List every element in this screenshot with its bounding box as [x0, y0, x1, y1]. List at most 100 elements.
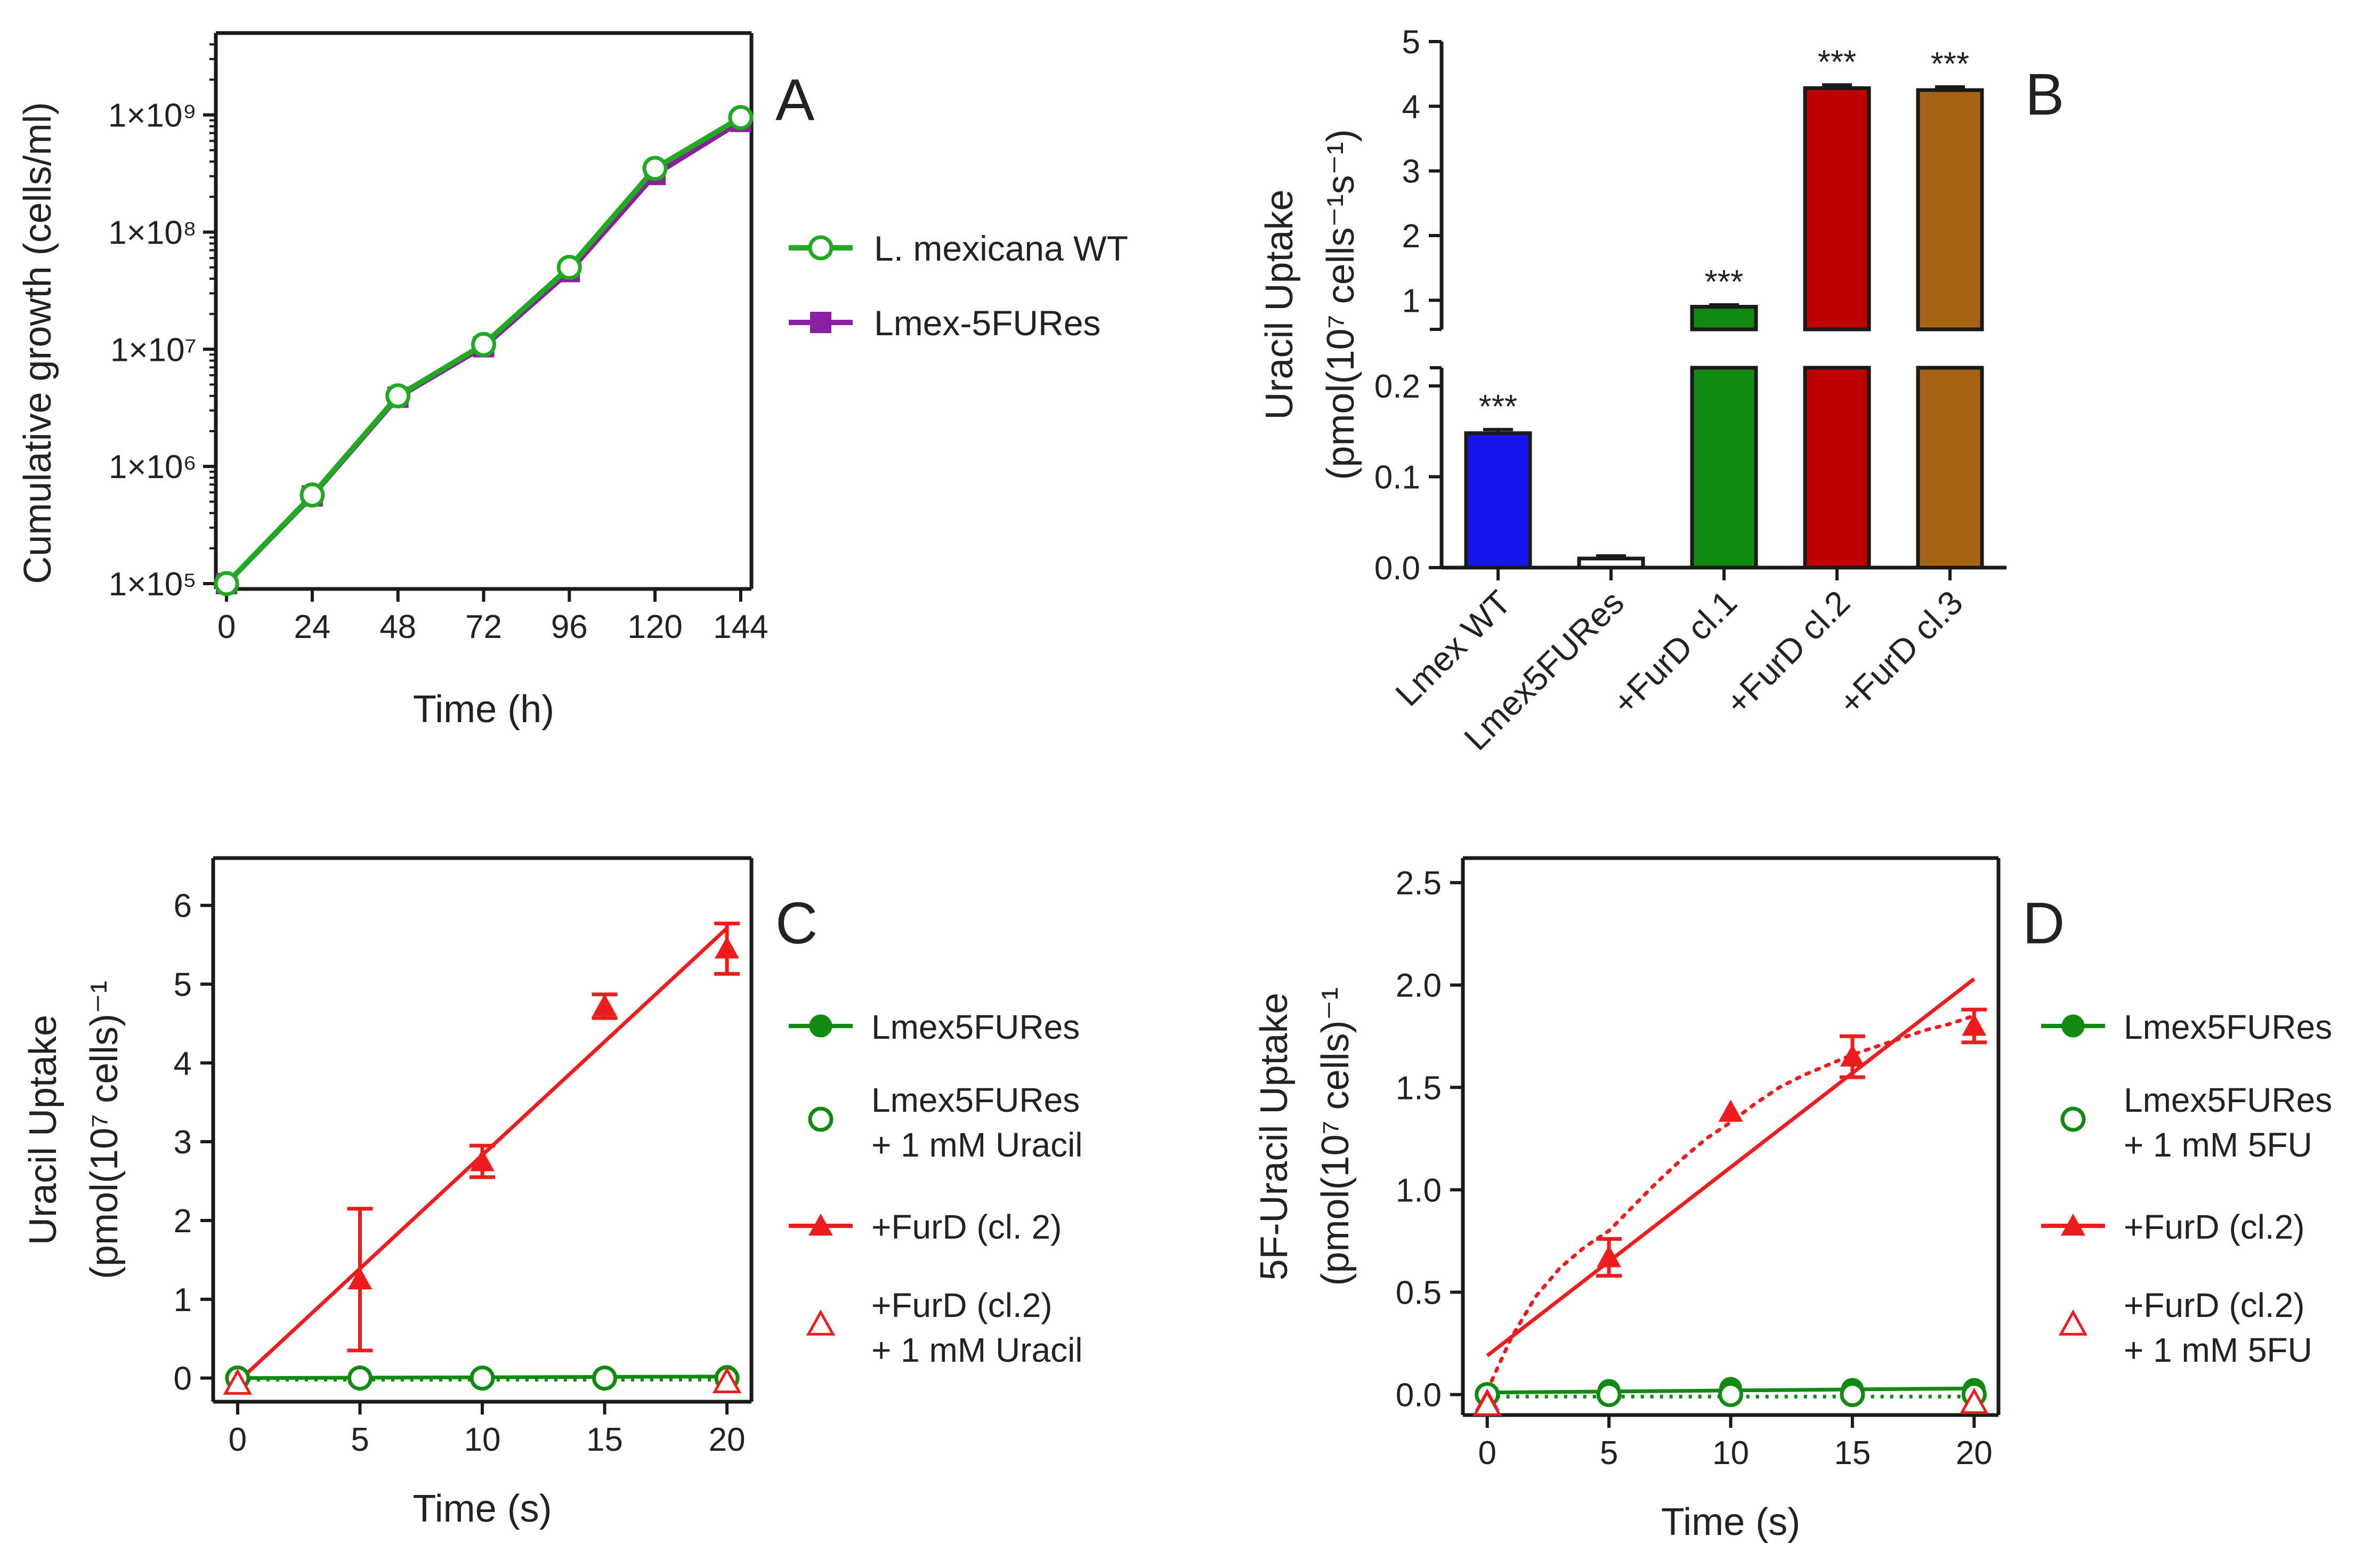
panel-b-category-label: +FurD cl.2: [1718, 583, 1857, 722]
panel-d-curve-fit: [1485, 1014, 1976, 1393]
panel-b-bar-upper: [1690, 305, 1758, 332]
panel-b-significance: ***: [1705, 264, 1743, 301]
panel-c-legend-marker: [806, 1309, 836, 1336]
panel-a-legend-marker: [808, 235, 834, 261]
panel-c-letter: C: [775, 891, 818, 956]
panel-d-data-point: [1472, 1389, 1502, 1416]
panel-d-legend-marker: [2061, 1214, 2085, 1236]
panel-d-data-point: [1597, 1245, 1622, 1267]
panel-c-y-tick-label: 4: [174, 1045, 192, 1082]
panel-d-data-point: [1962, 1014, 1987, 1036]
panel-a-growth-chart: 1×10⁵ 1×10⁶ 1×10⁷ 1×10⁸ 1×10⁹ 0 24 48 72 96 120 144…: [17, 31, 1128, 731]
panel-b-y-tick-label: 0.1: [1374, 459, 1420, 496]
panel-c-x-axis-label: Time (s): [412, 1488, 552, 1530]
panel-d-legend-label: +FurD (cl.2): [2124, 1208, 2305, 1246]
panel-d-x-tick-label: 10: [1712, 1435, 1749, 1472]
panel-d-legend-marker: [2058, 1309, 2088, 1336]
panel-d-fit-line: [1486, 977, 1976, 1357]
panel-c-legend-marker: [808, 1106, 834, 1132]
panel-c-legend-label: Lmex5FURes: [871, 1081, 1080, 1119]
panel-c-uracil-uptake-chart: 0 1 2 3 4 5 6 0 5 10 15 20 Time (s) Uracil Uptake (pmo…: [22, 856, 1083, 1530]
panel-d-x-tick-label: 0: [1478, 1435, 1496, 1472]
panel-d-data-point: [1596, 1382, 1622, 1408]
panel-d-x-tick-label: 5: [1600, 1435, 1618, 1472]
panel-b-y-axis-label: Uracil Uptake: [1258, 189, 1301, 419]
panel-d-data-point: [1960, 1387, 1989, 1414]
panel-a-data-point: [471, 332, 496, 357]
panel-a-x-tick-label: 144: [713, 609, 768, 645]
panel-c-x-tick-label: 10: [464, 1421, 501, 1458]
panel-a-x-axis-label: Time (h): [413, 688, 554, 731]
panel-d-legend-label: Lmex5FURes: [2124, 1081, 2332, 1119]
panel-c-x-tick-label: 0: [229, 1421, 247, 1458]
panel-b-y-tick-label: 2: [1402, 218, 1420, 255]
panel-c-legend-label-line2: + 1 mM Uracil: [871, 1331, 1083, 1369]
panel-d-legend-label: +FurD (cl.2): [2124, 1286, 2305, 1324]
panel-a-x-tick-label: 24: [294, 609, 330, 645]
panel-a-x-tick-label: 120: [627, 609, 682, 645]
panel-c-data-point: [592, 1365, 618, 1391]
panel-b-letter: B: [2025, 62, 2064, 127]
panel-b-category-label: +FurD cl.1: [1605, 583, 1744, 722]
panel-a-y-tick-label: 1×10⁸: [108, 214, 197, 251]
panel-c-x-tick-label: 15: [586, 1421, 623, 1458]
panel-d-y-tick-label: 0.0: [1396, 1377, 1442, 1414]
panel-b-bar-upper: [1803, 86, 1871, 332]
panel-c-y-axis-label: Uracil Uptake: [22, 1015, 64, 1245]
panel-a-data-point: [385, 383, 411, 409]
panel-d-legend-label-line2: + 1 mM 5FU: [2124, 1126, 2312, 1164]
panel-c-data-point: [347, 1267, 373, 1290]
panel-c-x-tick-label: 5: [351, 1421, 369, 1458]
panel-d-legend-marker: [2061, 1014, 2085, 1038]
panel-a-x-tick-label: 48: [379, 609, 416, 645]
panel-c-data-point: [470, 1149, 495, 1171]
panel-a-data-point: [214, 571, 239, 596]
panel-b-category-label: +FurD cl.3: [1831, 583, 1970, 722]
panel-c-y-tick-label: 5: [174, 967, 192, 1004]
panel-a-data-point: [556, 255, 582, 280]
panel-c-data-point: [347, 1365, 373, 1391]
panel-d-y-axis-label: 5F-Uracil Uptake: [1253, 992, 1296, 1280]
panel-b-y-tick-label: 4: [1402, 88, 1420, 125]
panel-c-y-tick-label: 2: [174, 1203, 192, 1240]
panel-b-y-tick-label: 3: [1402, 153, 1420, 190]
panel-b-bar-upper: [1916, 88, 1984, 332]
panel-d-data-point: [1840, 1382, 1865, 1408]
panel-d-y-tick-label: 1.0: [1396, 1172, 1442, 1209]
panel-d-x-tick-label: 15: [1834, 1435, 1871, 1472]
panel-d-y-axis-label-units: (pmol(10⁷ cells)⁻¹: [1314, 987, 1357, 1286]
panel-a-y-tick-label: 1×10⁶: [109, 449, 197, 486]
panel-a-x-tick-label: 72: [465, 609, 502, 645]
panel-b-bar-lower: [1690, 366, 1758, 570]
panel-b-bar-chart: 1 2 3 4 5 0.0 0.1 0.2 Uracil Uptake (pmol(10⁷ cel…: [1258, 24, 2064, 758]
panel-b-bar-lower: [1916, 366, 1984, 570]
panel-c-legend-label-line2: + 1 mM Uracil: [871, 1126, 1083, 1164]
panel-a-legend-marker: [810, 312, 831, 333]
panel-a-legend-label: L. mexicana WT: [874, 229, 1128, 268]
panel-c-legend-marker: [809, 1014, 832, 1038]
panel-c-legend-label: Lmex5FURes: [871, 1008, 1080, 1046]
panel-a-x-tick-label: 96: [551, 609, 588, 645]
panel-d-x-tick-label: 20: [1956, 1435, 1993, 1472]
panel-c-legend-marker: [808, 1214, 833, 1236]
panel-d-x-axis-label: Time (s): [1661, 1501, 1800, 1543]
panel-b-significance: ***: [1818, 44, 1856, 80]
panel-b-y-tick-label: 5: [1402, 24, 1420, 61]
panel-b-y-tick-label: 0.0: [1374, 550, 1420, 587]
panel-a-data-point: [642, 156, 668, 181]
panel-b-bar: [1464, 431, 1532, 570]
panel-a-data-point: [300, 482, 325, 508]
panel-c-data-point: [715, 936, 740, 959]
panel-a-legend-label: Lmex-5FURes: [874, 303, 1100, 343]
panel-d-letter: D: [2022, 891, 2065, 956]
panel-c-data-point: [223, 1368, 253, 1395]
panel-a-y-tick-label: 1×10⁵: [109, 566, 197, 603]
panel-b-bar-lower: [1803, 366, 1871, 570]
panel-b-significance: ***: [1931, 46, 1969, 83]
panel-c-legend-label: +FurD (cl.2): [871, 1286, 1053, 1324]
panel-b-bar: [1577, 556, 1645, 570]
panel-c-data-point: [470, 1365, 495, 1391]
panel-a-letter: A: [775, 67, 815, 133]
panel-d-y-tick-label: 1.5: [1396, 1070, 1442, 1106]
